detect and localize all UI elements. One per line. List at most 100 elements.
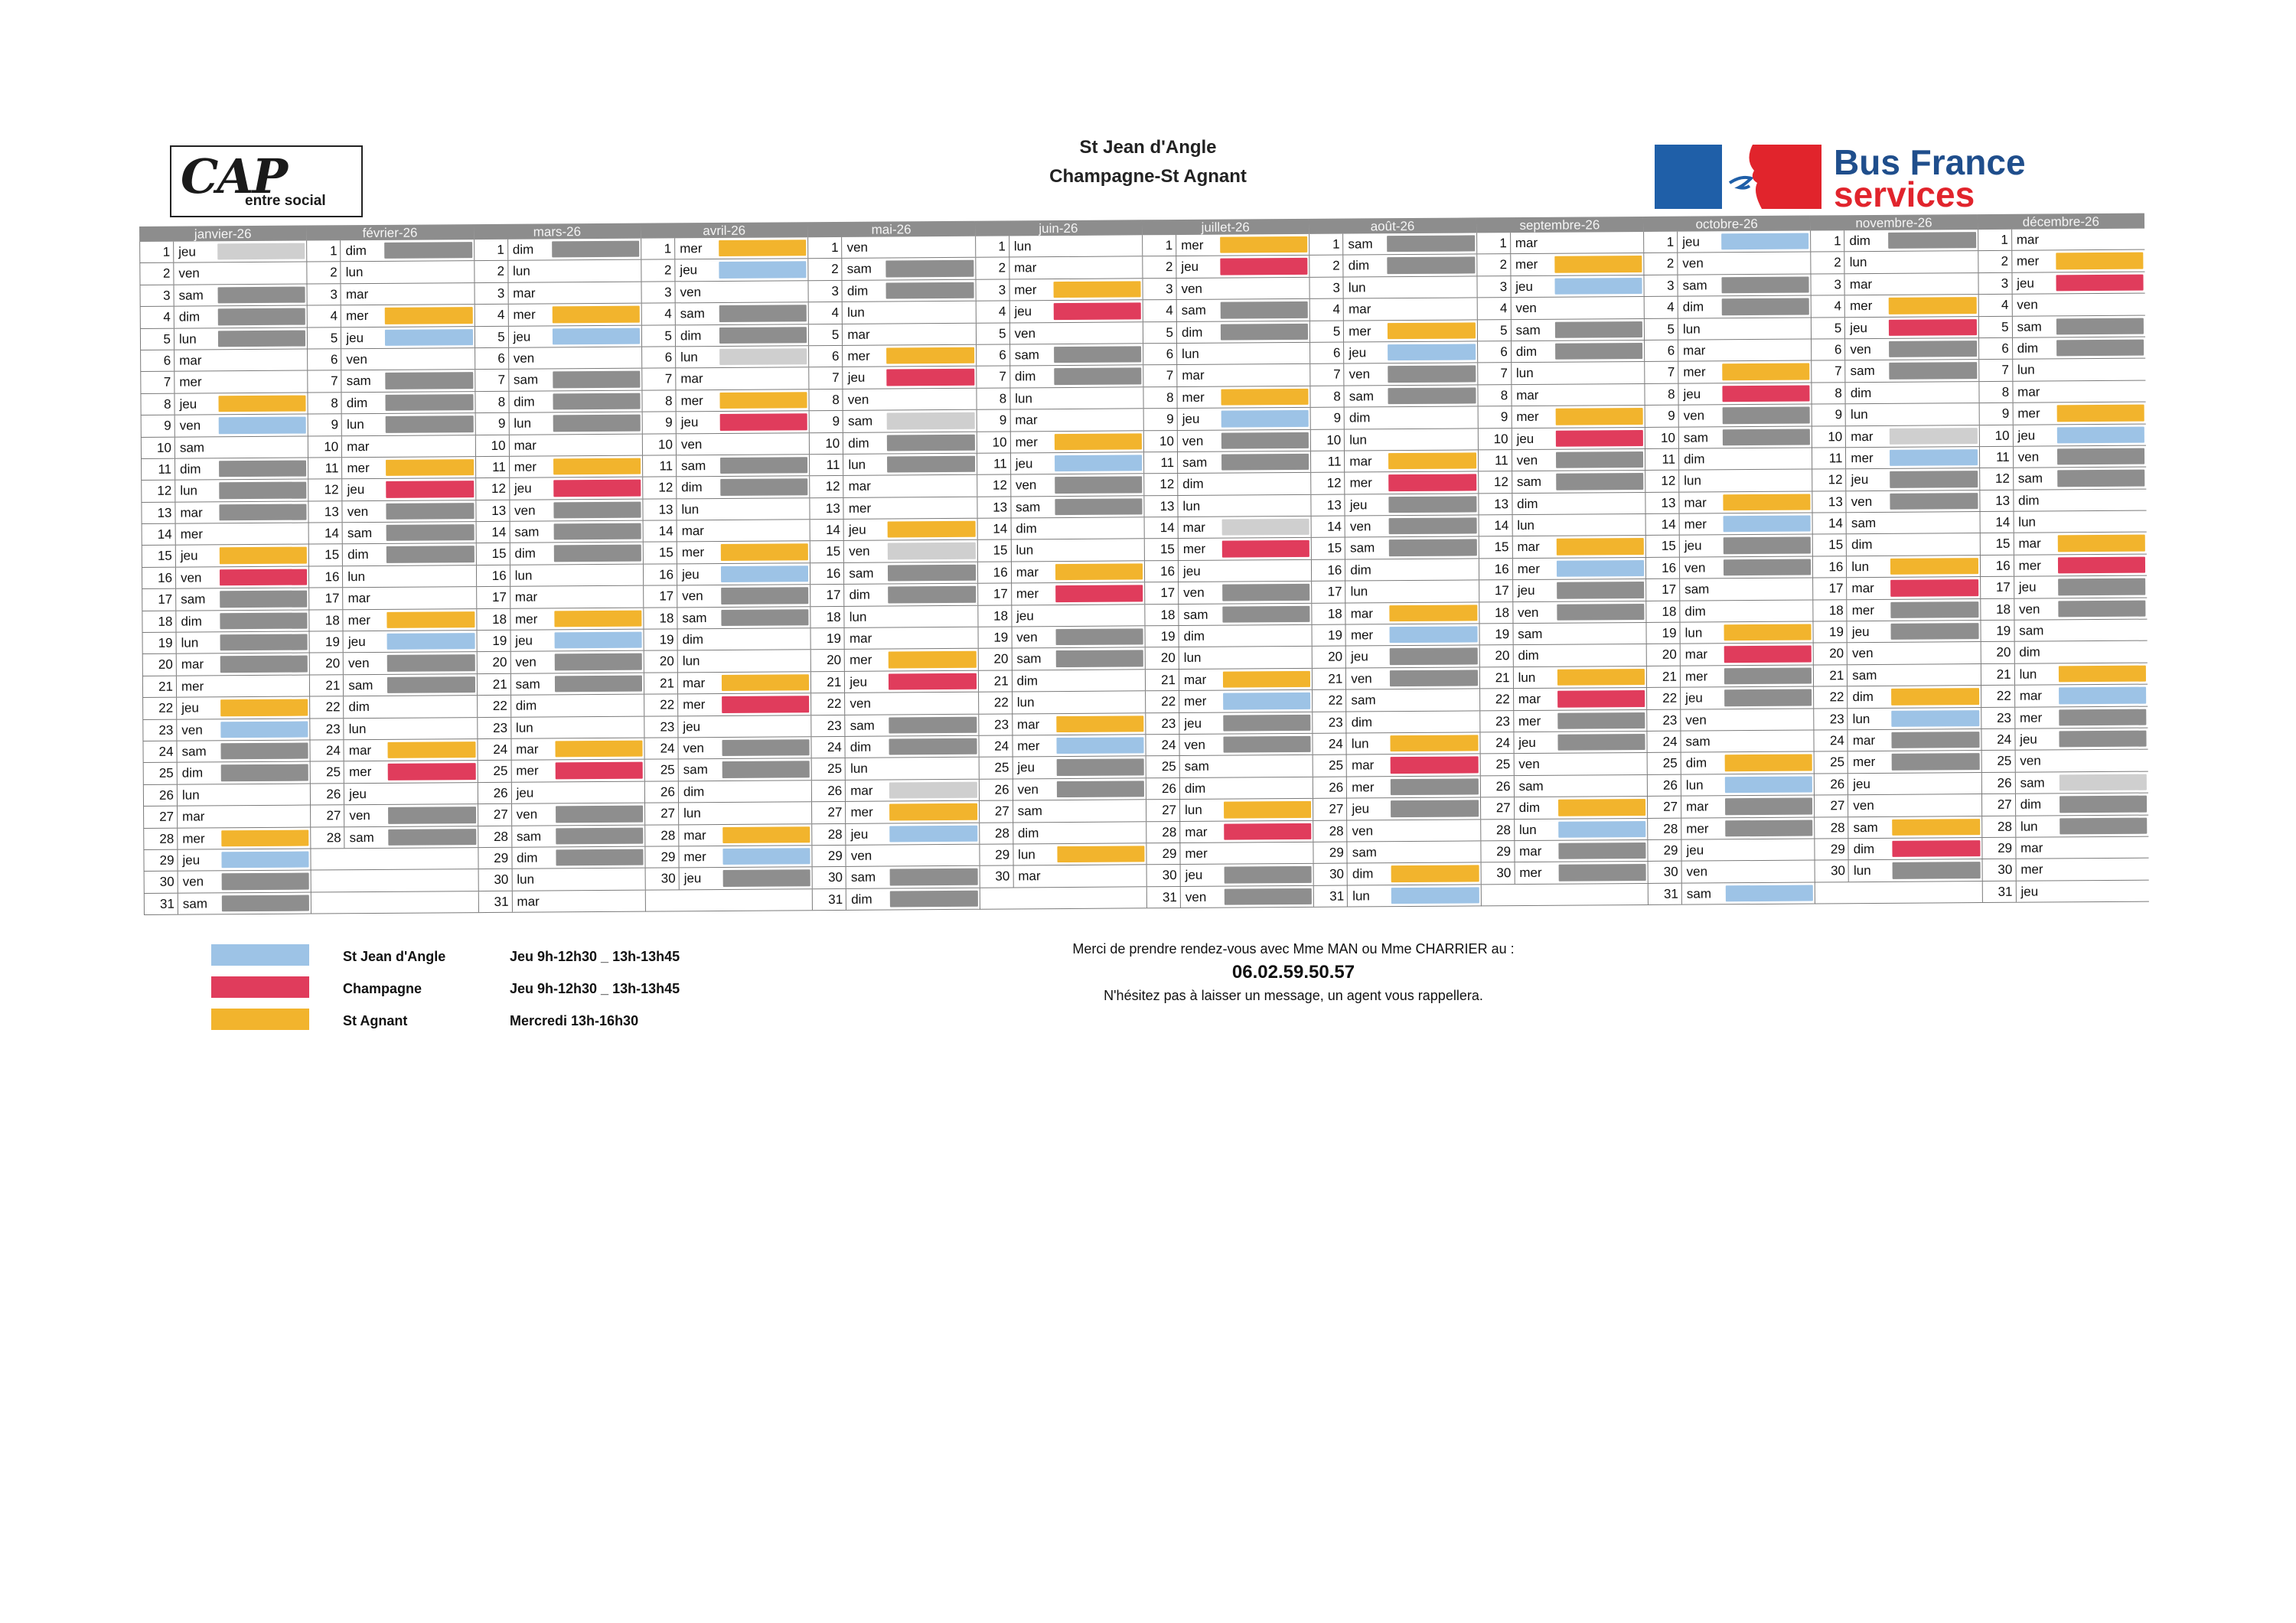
day-row: 7 mar: [641, 367, 809, 391]
day-weekday: jeu: [1845, 469, 1889, 490]
day-status-swatch: [217, 330, 306, 347]
day-row: 1 mar: [1476, 231, 1644, 255]
day-weekday: ven: [177, 871, 220, 893]
day-status-swatch: [1221, 562, 1310, 579]
day-weekday: sam: [1848, 816, 1891, 839]
day-row: 31 sam: [143, 892, 311, 916]
day-weekday: mer: [1176, 234, 1219, 256]
day-status-swatch: [217, 264, 305, 282]
day-row: 12 ven: [976, 474, 1144, 497]
day-weekday: lun: [843, 454, 886, 476]
day-status-swatch: [1052, 259, 1141, 276]
day-weekday: ven: [1846, 643, 1890, 665]
day-number: 23: [1479, 710, 1514, 732]
day-weekday: mer: [342, 609, 386, 631]
month-column: août-26 1 sam 2 dim 3 lun 4 mar 5 mer 6 jeu 7 ven 8 sam 9…: [1309, 217, 1481, 908]
day-number: 26: [811, 780, 846, 802]
day-weekday: dim: [2014, 794, 2058, 816]
day-weekday: sam: [1512, 623, 1556, 645]
day-status-swatch: [1221, 409, 1309, 428]
day-weekday: sam: [1681, 883, 1724, 904]
day-status-swatch: [554, 696, 643, 715]
day-weekday: dim: [1179, 777, 1222, 800]
day-weekday: jeu: [174, 545, 218, 567]
day-number: 17: [1478, 580, 1512, 602]
month-header: octobre-26: [1642, 215, 1811, 232]
day-weekday: lun: [341, 414, 385, 435]
day-number: 31: [812, 888, 846, 911]
day-row: 12 dim: [642, 476, 810, 500]
day-row: 11 sam: [1143, 451, 1311, 474]
day-weekday: mar: [1010, 561, 1054, 583]
day-number: 25: [810, 758, 846, 780]
day-row: 13 lun: [642, 497, 810, 521]
day-status-swatch: [386, 546, 475, 563]
day-number: 1: [1142, 235, 1176, 256]
day-number: 1: [1476, 233, 1510, 254]
day-number: 1: [807, 236, 842, 259]
day-row: 28 ven: [1313, 819, 1481, 842]
day-row: 10 lun: [1310, 428, 1478, 451]
day-weekday: mer: [174, 371, 217, 393]
day-row: 22 dim: [1813, 686, 1981, 709]
day-row: 13 dim: [1978, 489, 2147, 513]
day-status-swatch: [386, 524, 475, 542]
day-number: 13: [475, 500, 510, 522]
day-status-swatch: [221, 829, 309, 847]
day-weekday: sam: [2014, 772, 2058, 794]
day-status-swatch: [220, 655, 308, 673]
day-weekday: mar: [1344, 451, 1388, 472]
day-weekday: mar: [341, 435, 385, 458]
contact-info: Merci de prendre rendez-vous avec Mme MA…: [1026, 941, 1561, 1004]
day-row: 5 sam: [1476, 318, 1645, 342]
day-weekday: mer: [510, 760, 554, 782]
day-weekday: lun: [1342, 276, 1386, 298]
day-number: 9: [1477, 406, 1512, 428]
day-row: 21 dim: [977, 670, 1146, 693]
day-weekday: dim: [677, 781, 722, 803]
day-status-swatch: [887, 434, 975, 451]
day-row: 6 mar: [140, 349, 308, 373]
day-status-swatch: [1053, 324, 1142, 342]
day-row: 3 mer: [975, 279, 1143, 301]
day-row: 1 jeu: [139, 240, 307, 264]
day-row: 15 mer: [642, 541, 810, 565]
day-number: 2: [1476, 254, 1511, 276]
day-row: 2 ven: [1643, 252, 1811, 275]
day-status-swatch: [1221, 540, 1310, 558]
day-weekday: jeu: [1012, 757, 1055, 779]
day-number: 31: [143, 893, 178, 915]
day-row: 23 sam: [810, 714, 979, 738]
day-number: 27: [477, 803, 511, 826]
day-number: 18: [1645, 601, 1680, 622]
day-number: 16: [1478, 558, 1512, 580]
day-status-swatch: [1721, 254, 1809, 272]
day-status-swatch: [1890, 623, 1979, 640]
day-row: 8 dim: [475, 390, 642, 414]
legend-row-st-agnant: St Agnant Mercredi 13h-16h30: [211, 1009, 747, 1031]
day-row: 23 ven: [142, 719, 310, 741]
day-weekday: mar: [1678, 491, 1722, 513]
day-weekday: lun: [510, 717, 554, 738]
day-status-swatch: [555, 784, 643, 801]
contact-phone: 06.02.59.50.57: [1231, 962, 1355, 983]
day-row: 19 ven: [977, 626, 1145, 650]
day-weekday: lun: [1179, 799, 1223, 821]
day-row: 16 lun: [1812, 555, 1980, 578]
day-number: 27: [1313, 798, 1347, 820]
day-number: 14: [308, 523, 343, 545]
day-number: 6: [307, 349, 341, 370]
day-row: 28 sam: [1814, 816, 1982, 839]
day-weekday: mer: [1010, 583, 1054, 605]
day-status-swatch: [2056, 339, 2144, 357]
day-weekday: ven: [845, 845, 889, 867]
day-number: 4: [1309, 298, 1344, 321]
day-status-swatch: [1890, 471, 1978, 488]
day-number: 13: [141, 502, 175, 524]
day-row: 21 mer: [1645, 665, 1814, 689]
day-weekday: sam: [1679, 578, 1723, 601]
day-number: 17: [475, 587, 510, 608]
day-row: 4 mar: [1309, 298, 1477, 321]
day-weekday: jeu: [842, 367, 885, 389]
day-row: 26 sam: [1981, 771, 2148, 795]
